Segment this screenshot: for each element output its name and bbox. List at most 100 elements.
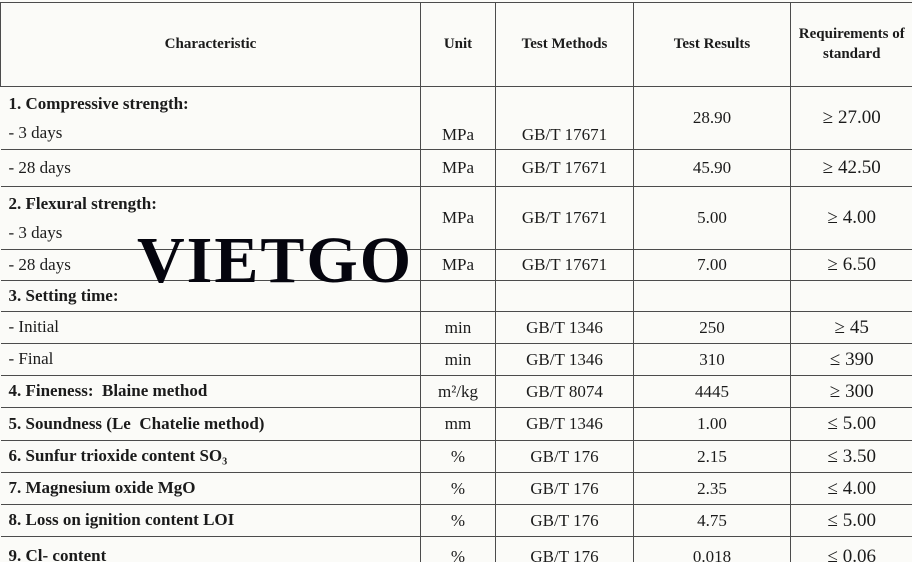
cell-characteristic: 6. Sunfur trioxide content SO₃	[0, 440, 421, 473]
cell-requirement: ≤ 3.50	[790, 440, 912, 473]
cell-characteristic: 4. Fineness: Blaine method	[0, 375, 421, 408]
cell-unit: %	[420, 440, 496, 473]
table-row: 6. Sunfur trioxide content SO₃ % GB/T 17…	[0, 440, 912, 473]
cell-requirement	[790, 280, 912, 312]
cell-test-method: GB/T 1346	[495, 343, 634, 376]
cell-characteristic: - Final	[0, 343, 421, 376]
table-row: - 28 days MPa GB/T 17671 7.00 ≥ 6.50	[0, 249, 912, 281]
table-row: 2. Flexural strength: - 3 days MPa GB/T …	[0, 186, 912, 250]
cell-requirement: ≥ 27.00	[790, 86, 912, 150]
table-row: 8. Loss on ignition content LOI % GB/T 1…	[0, 504, 912, 537]
cell-unit: min	[420, 343, 496, 376]
cell-test-result: 2.35	[633, 472, 791, 505]
cell-characteristic: 7. Magnesium oxide MgO	[0, 472, 421, 505]
characteristic-subitem: - 3 days	[8, 223, 63, 242]
characteristic-label: 8. Loss on ignition content LOI	[8, 510, 235, 530]
characteristic-subitem: - 28 days	[8, 157, 71, 177]
cell-characteristic: - 28 days	[0, 249, 421, 281]
cell-unit: mm	[420, 407, 496, 441]
cell-test-result: 2.15	[633, 440, 791, 473]
cell-test-result: 250	[633, 311, 791, 344]
header-requirements: Requirements of standard	[790, 2, 912, 87]
characteristic-label: 9. Cl- content	[8, 546, 107, 562]
cell-unit: MPa	[420, 249, 496, 281]
vietgo-watermark: VIETGO	[137, 224, 414, 297]
cell-characteristic: - Initial	[0, 311, 421, 344]
cell-test-method: GB/T 8074	[495, 375, 634, 408]
table-row: - 28 days MPa GB/T 17671 45.90 ≥ 42.50	[0, 149, 912, 187]
cell-requirement: ≥ 42.50	[790, 149, 912, 187]
cell-unit: min	[420, 311, 496, 344]
header-unit: Unit	[420, 2, 496, 87]
cell-unit: MPa	[420, 86, 496, 150]
cell-requirement: ≤ 5.00	[790, 504, 912, 537]
cell-unit: %	[420, 536, 496, 562]
cell-test-method: GB/T 17671	[495, 149, 634, 187]
cell-characteristic: 8. Loss on ignition content LOI	[0, 504, 421, 537]
cell-unit: MPa	[420, 149, 496, 187]
cell-unit: %	[420, 472, 496, 505]
cell-test-method: GB/T 17671	[495, 86, 634, 150]
table-row: - Initial min GB/T 1346 250 ≥ 45	[0, 311, 912, 344]
cell-characteristic: 1. Compressive strength: - 3 days	[0, 86, 421, 150]
cell-test-result: 0.018	[633, 536, 791, 562]
table-row: 4. Fineness: Blaine method m²/kg GB/T 80…	[0, 375, 912, 408]
table-row: 3. Setting time:	[0, 280, 912, 312]
cell-test-result: 4.75	[633, 504, 791, 537]
cell-unit: m²/kg	[420, 375, 496, 408]
cell-characteristic: 9. Cl- content	[0, 536, 421, 562]
cell-test-method: GB/T 176	[495, 440, 634, 473]
cell-test-method: GB/T 176	[495, 504, 634, 537]
characteristic-label: 2. Flexural strength:	[8, 194, 157, 213]
table-header-row: Characteristic Unit Test Methods Test Re…	[0, 2, 912, 87]
table-row: 5. Soundness (Le Chatelie method) mm GB/…	[0, 407, 912, 441]
characteristic-label: 1. Compressive strength:	[8, 94, 189, 113]
cell-test-method: GB/T 17671	[495, 186, 634, 250]
cell-requirement: ≤ 0.06	[790, 536, 912, 562]
cell-test-method: GB/T 1346	[495, 311, 634, 344]
cell-test-method: GB/T 1346	[495, 407, 634, 441]
cell-test-result: 7.00	[633, 249, 791, 281]
cell-test-method: GB/T 176	[495, 472, 634, 505]
characteristic-subitem: - Initial	[8, 317, 60, 337]
header-test-results: Test Results	[633, 2, 791, 87]
cell-test-result: 28.90	[633, 86, 791, 150]
table-row: 7. Magnesium oxide MgO % GB/T 176 2.35 ≤…	[0, 472, 912, 505]
cell-test-result: 1.00	[633, 407, 791, 441]
cell-requirement: ≥ 45	[790, 311, 912, 344]
characteristic-label: 6. Sunfur trioxide content SO₃	[8, 446, 228, 466]
header-characteristic: Characteristic	[0, 2, 421, 87]
cell-requirement: ≤ 4.00	[790, 472, 912, 505]
characteristic-label: 3. Setting time:	[8, 285, 119, 305]
cell-requirement: ≤ 390	[790, 343, 912, 376]
cell-test-result	[633, 280, 791, 312]
table-row: - Final min GB/T 1346 310 ≤ 390	[0, 343, 912, 376]
cell-test-result: 310	[633, 343, 791, 376]
table-row: 9. Cl- content % GB/T 176 0.018 ≤ 0.06	[0, 536, 912, 562]
cell-test-method: GB/T 17671	[495, 249, 634, 281]
table-row: 1. Compressive strength: - 3 days MPa GB…	[0, 86, 912, 150]
cell-characteristic: 2. Flexural strength: - 3 days	[0, 186, 421, 250]
cell-unit: %	[420, 504, 496, 537]
characteristic-subitem: - 3 days	[8, 123, 63, 142]
cell-test-method	[495, 280, 634, 312]
characteristic-label: 5. Soundness (Le Chatelie method)	[8, 413, 265, 433]
header-test-methods: Test Methods	[495, 2, 634, 87]
characteristic-label: 7. Magnesium oxide MgO	[8, 478, 196, 498]
characteristic-subitem: - 28 days	[8, 254, 71, 274]
cell-unit	[420, 280, 496, 312]
cell-characteristic: 5. Soundness (Le Chatelie method)	[0, 407, 421, 441]
cell-unit: MPa	[420, 186, 496, 250]
cell-test-method: GB/T 176	[495, 536, 634, 562]
characteristic-label: 4. Fineness: Blaine method	[8, 381, 208, 401]
cell-requirement: ≥ 6.50	[790, 249, 912, 281]
cell-characteristic: 3. Setting time:	[0, 280, 421, 312]
cell-test-result: 4445	[633, 375, 791, 408]
cell-requirement: ≥ 4.00	[790, 186, 912, 250]
cell-test-result: 5.00	[633, 186, 791, 250]
characteristic-subitem: - Final	[8, 349, 54, 369]
cell-test-result: 45.90	[633, 149, 791, 187]
cell-requirement: ≤ 5.00	[790, 407, 912, 441]
